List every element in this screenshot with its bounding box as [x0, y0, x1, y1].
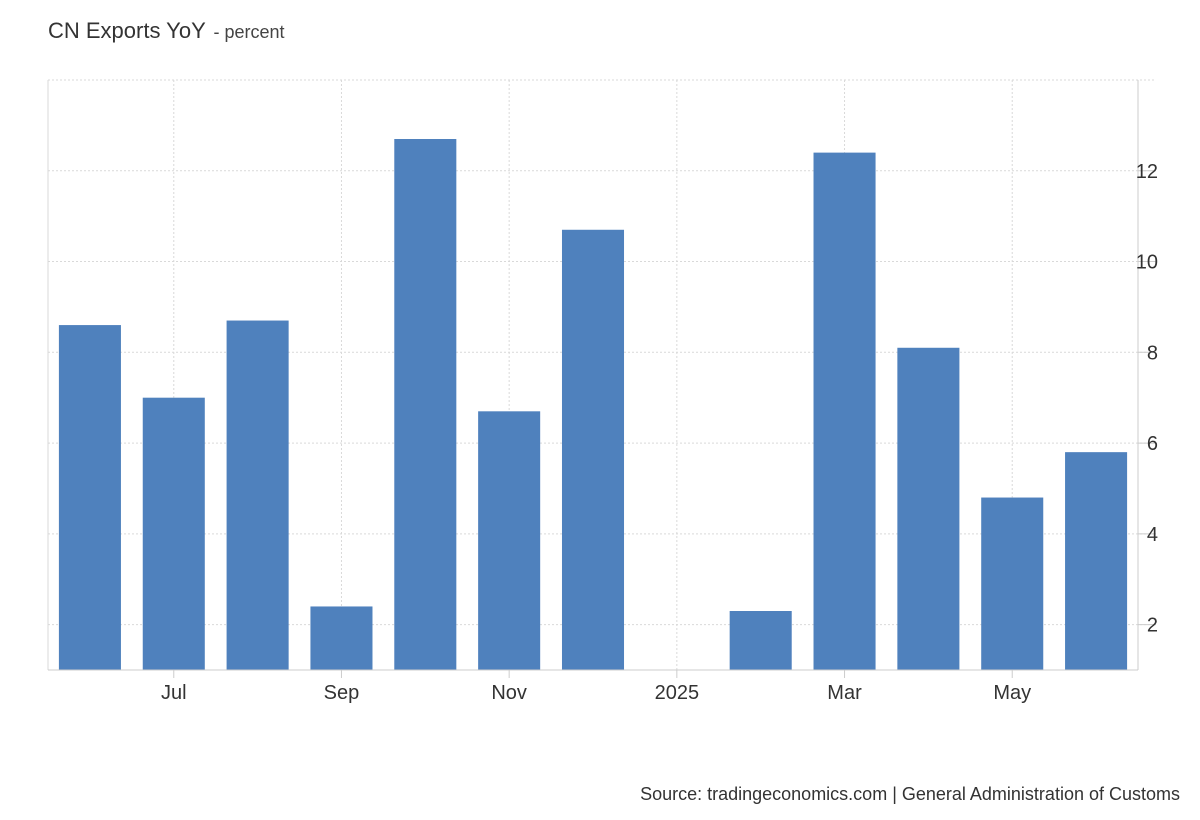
chart-unit: - percent	[213, 22, 285, 42]
bar	[729, 611, 792, 670]
axes	[47, 80, 1139, 671]
bar	[310, 606, 373, 670]
chart-title-text: CN Exports YoY	[48, 18, 206, 43]
x-tick-label: Nov	[491, 682, 527, 704]
bar	[981, 497, 1044, 670]
bar	[897, 347, 960, 670]
bar	[561, 229, 625, 670]
y-tick-label: 4	[1147, 524, 1158, 546]
source-note: Source: tradingeconomics.com | General A…	[640, 784, 1180, 804]
bar	[478, 411, 541, 670]
y-tick-label: 10	[1136, 252, 1158, 274]
bars	[58, 139, 1128, 671]
bar	[142, 397, 205, 670]
x-tick-label: May	[993, 682, 1031, 704]
y-axis-ticks: 2 4 6 8 10 12	[1136, 161, 1158, 637]
x-axis-ticks: Jul Sep Nov 2025 Mar May	[161, 670, 1031, 704]
y-tick-label: 2	[1147, 615, 1158, 637]
x-tick-label: Jul	[161, 682, 187, 704]
bar	[226, 320, 289, 670]
y-tick-label: 8	[1147, 342, 1158, 364]
bar	[813, 152, 876, 671]
y-tick-label: 6	[1147, 433, 1158, 455]
bar	[1065, 452, 1128, 670]
y-tick-label: 12	[1136, 161, 1158, 183]
chart-title: CN Exports YoY - percent	[48, 18, 285, 44]
x-tick-label: 2025	[655, 682, 700, 704]
bar	[394, 139, 457, 670]
x-tick-label: Mar	[827, 682, 862, 704]
bar	[58, 325, 121, 670]
x-tick-label: Sep	[324, 682, 360, 704]
